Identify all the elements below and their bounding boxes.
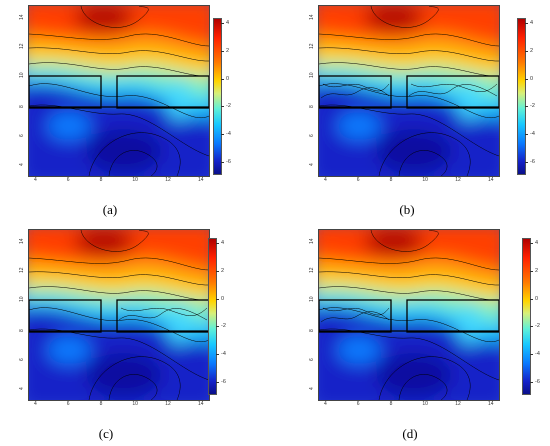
panel-caption: (b)	[399, 202, 415, 217]
x-tick-label: 6	[356, 177, 360, 183]
panel-caption: (a)	[102, 202, 118, 217]
x-tick-label: 8	[389, 177, 393, 183]
heatmap-field	[319, 230, 499, 400]
colorbar-tick-label: 0	[215, 295, 225, 302]
x-tick-label: 10	[132, 401, 138, 407]
x-tick-label: 4	[324, 177, 327, 183]
x-tick-label: 4	[34, 177, 37, 183]
colorbar-tick-label: -6	[216, 379, 226, 385]
subregion-detail-contours	[320, 307, 390, 323]
colorbar-tick-label: 4	[215, 240, 225, 246]
y-tick-label: 6	[309, 134, 315, 137]
x-tick-label: 8	[99, 401, 103, 407]
contour-map	[28, 229, 210, 401]
x-tick-label: 6	[66, 177, 70, 183]
y-tick-label: 6	[19, 358, 25, 361]
colorbar-tick-label: 4	[524, 20, 534, 26]
y-tick-label: 10	[309, 296, 315, 303]
colorbar-tick-label: 2	[215, 267, 225, 274]
y-tick-label: 6	[309, 358, 315, 361]
colorbar	[522, 238, 531, 395]
y-tick-label: 8	[309, 104, 315, 108]
x-tick-label: 4	[34, 401, 37, 407]
colorbar-tick-label: 2	[220, 47, 230, 54]
colorbar-tick-label: 4	[220, 20, 230, 26]
panel-caption: (c)	[98, 426, 114, 441]
contour-map	[28, 5, 210, 177]
colorbar-tick-label: -4	[216, 351, 226, 358]
contour-lines	[319, 6, 499, 176]
y-tick-label: 14	[19, 238, 25, 244]
colorbar-tick-label: 0	[524, 75, 534, 82]
x-tick-label: 14	[488, 177, 494, 183]
subregion-detail-contours	[118, 307, 208, 321]
y-tick-label: 14	[19, 14, 25, 20]
y-tick-label: 14	[309, 238, 315, 244]
colorbar-tick-label: -4	[221, 131, 231, 138]
contour-map	[318, 5, 500, 177]
colorbar	[213, 18, 222, 175]
y-tick-label: 4	[309, 387, 315, 390]
y-tick-label: 4	[309, 163, 315, 166]
subregion-detail-contours	[320, 83, 498, 99]
colorbar-tick-label: 0	[529, 295, 539, 302]
x-tick-label: 14	[198, 401, 204, 407]
contour-lines	[319, 230, 499, 400]
contour-map	[318, 229, 500, 401]
x-tick-label: 8	[99, 177, 103, 183]
x-tick-label: 12	[455, 177, 461, 183]
subregion-boxes	[29, 75, 209, 109]
y-tick-label: 6	[19, 134, 25, 137]
colorbar-tick-label: -4	[530, 351, 540, 358]
panel-caption: (d)	[402, 426, 418, 441]
y-tick-label: 14	[309, 14, 315, 20]
y-tick-label: 12	[19, 267, 25, 274]
colorbar-tick-label: -2	[530, 323, 540, 330]
heatmap-field	[29, 230, 209, 400]
y-tick-label: 4	[19, 387, 25, 390]
colorbar-tick-label: -2	[221, 103, 231, 110]
x-tick-label: 10	[422, 401, 428, 407]
y-tick-label: 8	[19, 328, 25, 332]
colorbar-tick-label: 2	[524, 47, 534, 54]
x-tick-label: 14	[488, 401, 494, 407]
x-tick-label: 12	[455, 401, 461, 407]
colorbar-tick-label: -2	[525, 103, 535, 110]
y-tick-label: 12	[309, 267, 315, 274]
x-tick-label: 6	[66, 401, 70, 407]
x-tick-label: 14	[198, 177, 204, 183]
subregion-boxes	[319, 299, 499, 333]
x-tick-label: 10	[422, 177, 428, 183]
x-tick-label: 10	[132, 177, 138, 183]
y-tick-label: 10	[19, 72, 25, 79]
colorbar-tick-label: -6	[221, 159, 231, 165]
colorbar-tick-label: -6	[530, 379, 540, 385]
y-tick-label: 10	[19, 296, 25, 303]
heatmap-field	[319, 6, 499, 176]
contour-lines	[29, 230, 209, 400]
x-tick-label: 6	[356, 401, 360, 407]
x-tick-label: 12	[165, 401, 171, 407]
subregion-boxes	[29, 299, 209, 333]
y-tick-label: 4	[19, 163, 25, 166]
y-tick-label: 8	[309, 328, 315, 332]
colorbar-tick-label: 0	[220, 75, 230, 82]
x-tick-label: 12	[165, 177, 171, 183]
contour-lines	[29, 6, 209, 176]
y-tick-label: 12	[19, 43, 25, 50]
colorbar-tick-label: -6	[525, 159, 535, 165]
colorbar	[517, 18, 526, 175]
y-tick-label: 10	[309, 72, 315, 79]
y-tick-label: 8	[19, 104, 25, 108]
colorbar-tick-label: 4	[529, 240, 539, 246]
colorbar-tick-label: -4	[525, 131, 535, 138]
subregion-boxes	[319, 75, 499, 109]
x-tick-label: 4	[324, 401, 327, 407]
heatmap-field	[29, 6, 209, 176]
colorbar-tick-label: -2	[216, 323, 226, 330]
y-tick-label: 12	[309, 43, 315, 50]
colorbar-tick-label: 2	[529, 267, 539, 274]
x-tick-label: 8	[389, 401, 393, 407]
colorbar	[208, 238, 217, 395]
